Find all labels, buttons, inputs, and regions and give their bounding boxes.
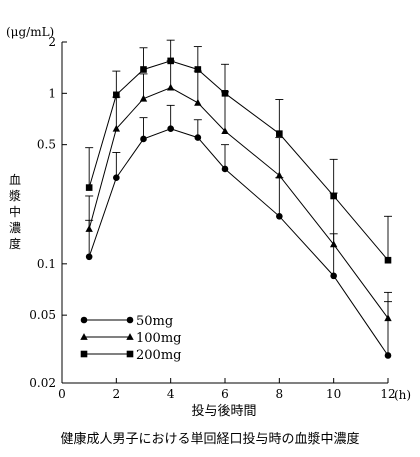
data-point: [276, 212, 283, 220]
data-point: [167, 57, 174, 65]
error-bar: [221, 91, 229, 132]
y-tick-label: 1: [48, 86, 56, 100]
error-bar: [166, 60, 175, 88]
data-point: [113, 91, 120, 99]
error-bar: [275, 99, 284, 134]
error-bar: [112, 96, 121, 129]
y-tick-label: 0.02: [29, 376, 56, 390]
legend-label: 50mg: [136, 314, 173, 329]
legend-label: 200mg: [136, 348, 181, 363]
data-point: [221, 165, 229, 173]
legend-item: 50mg: [80, 314, 173, 329]
error-bar: [193, 70, 202, 103]
error-bar: [166, 39, 175, 61]
data-point: [384, 352, 392, 359]
error-bar: [221, 63, 229, 94]
legend-item: 100mg: [80, 331, 181, 346]
error-bar: [85, 195, 94, 230]
error-bar: [384, 291, 392, 319]
series-line: [88, 87, 389, 319]
error-bar: [193, 46, 202, 70]
legend-item: 200mg: [80, 348, 181, 363]
data-point: [330, 192, 337, 200]
series-100mg: [85, 60, 392, 322]
error-bar: [384, 215, 392, 261]
x-tick-label: 4: [167, 387, 175, 401]
data-point: [140, 135, 147, 143]
data-point: [194, 66, 202, 73]
data-point: [167, 125, 174, 133]
data-point: [275, 171, 284, 179]
series-layer: [85, 39, 392, 359]
error-bar: [139, 47, 148, 70]
legend: 50mg 100mg 200mg: [80, 314, 181, 363]
data-point: [329, 240, 338, 248]
y-tick-label: 0.05: [29, 308, 56, 322]
x-tick-label: 6: [221, 387, 229, 401]
legend-label: 100mg: [136, 331, 181, 346]
data-point: [221, 127, 229, 135]
error-bar: [139, 117, 148, 139]
data-point: [112, 124, 121, 132]
data-point: [194, 134, 202, 141]
y-axis-label: 血漿中濃度: [9, 173, 21, 251]
data-point: [384, 314, 392, 322]
y-axis-ticks: 0.02 0.05 0.1 0.5 1 2: [29, 35, 67, 390]
x-tick-label: 10: [326, 387, 341, 401]
legend-marker: [126, 350, 134, 358]
error-bar: [329, 158, 338, 196]
error-bar: [275, 177, 284, 217]
error-bar: [112, 152, 121, 178]
series-line: [88, 128, 389, 356]
data-point: [194, 98, 202, 106]
data-point: [85, 225, 93, 232]
data-point: [140, 66, 147, 73]
error-bar: [275, 137, 284, 176]
x-tick-label: 2: [113, 387, 121, 401]
legend-marker: [126, 333, 134, 340]
y-tick-label: 0.1: [37, 257, 56, 271]
legend-marker: [80, 350, 88, 358]
series-50mg: [85, 104, 392, 359]
y-axis-unit: (μg/mL): [6, 25, 54, 39]
data-point: [221, 90, 229, 97]
legend-marker: [80, 316, 88, 324]
data-point: [384, 256, 392, 264]
data-point: [139, 94, 148, 102]
error-bar: [166, 104, 175, 129]
x-axis-unit: (h): [394, 388, 411, 402]
x-tick-label: 8: [276, 387, 284, 401]
data-point: [85, 184, 93, 191]
error-bar: [112, 70, 121, 95]
series-line: [88, 60, 389, 261]
error-bar: [139, 73, 148, 99]
data-point: [276, 130, 283, 137]
data-point: [330, 272, 337, 280]
series-200mg: [85, 39, 392, 264]
chart-title: 健康成人男子における単回経口投与時の血漿中濃度: [60, 431, 359, 447]
data-point: [113, 174, 120, 181]
y-tick-label: 2: [48, 35, 56, 49]
legend-marker: [126, 316, 134, 324]
error-bar: [85, 147, 94, 188]
x-tick-label: 0: [58, 387, 66, 401]
x-axis-ticks: 0 2 4 6 8 10 12: [58, 378, 396, 401]
x-axis-label: 投与後時間: [191, 403, 256, 419]
legend-marker: [80, 333, 88, 340]
error-bar: [221, 144, 229, 169]
data-point: [85, 253, 93, 261]
x-tick-label: 12: [380, 387, 395, 401]
y-tick-label: 0.5: [37, 138, 56, 152]
data-point: [166, 83, 175, 91]
error-bar: [329, 192, 338, 245]
